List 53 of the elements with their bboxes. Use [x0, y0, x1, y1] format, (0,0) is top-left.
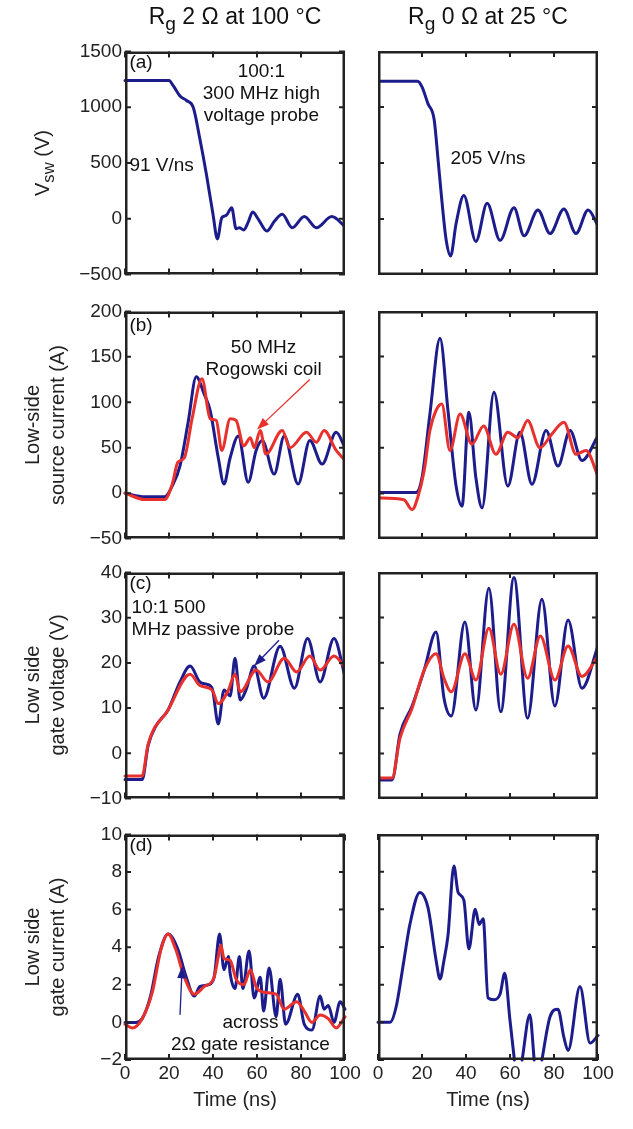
y-tick-label: 8 — [111, 859, 122, 881]
annotation: (d) — [129, 833, 153, 855]
y-tick-label: −50 — [89, 526, 122, 548]
x-axis-title: Time (ns) — [193, 1087, 277, 1110]
y-tick-label: 200 — [90, 299, 122, 321]
x-tick-label: 20 — [411, 1061, 433, 1083]
y-tick-label: 10 — [100, 822, 122, 844]
y-tick-label: 1500 — [79, 39, 122, 61]
y-tick-label: 4 — [111, 935, 123, 957]
x-tick-label: 60 — [246, 1061, 268, 1083]
annotation: (b) — [129, 313, 153, 335]
x-tick-label: 100 — [582, 1061, 614, 1083]
y-axis-title: Low-side source current (A) — [20, 344, 69, 505]
y-tick-label: 30 — [100, 605, 122, 627]
annotation: 205 V/ns — [450, 147, 526, 169]
y-tick-label: 1000 — [79, 95, 122, 117]
y-tick-label: 0 — [111, 480, 122, 502]
y-tick-label: −10 — [89, 786, 122, 808]
annotation: across 2Ω gate resistance — [170, 1011, 330, 1055]
annotation: 91 V/ns — [129, 153, 194, 175]
y-tick-label: −500 — [79, 262, 122, 284]
x-tick-label: 0 — [372, 1061, 384, 1083]
y-tick-label: 20 — [100, 650, 122, 672]
x-tick-label: 40 — [202, 1061, 224, 1083]
x-tick-label: 80 — [290, 1061, 312, 1083]
y-tick-label: 0 — [111, 206, 122, 228]
x-axis-title: Time (ns) — [446, 1087, 530, 1110]
y-tick-label: 0 — [111, 741, 122, 763]
y-axis-title: Low side gate current (A) — [20, 877, 69, 1017]
y-axis-title: Low side gate voltage (V) — [20, 614, 69, 756]
x-tick-label: 80 — [543, 1061, 565, 1083]
y-tick-label: 40 — [100, 560, 122, 582]
y-tick-label: 150 — [90, 344, 122, 366]
y-tick-label: 50 — [100, 435, 122, 457]
annotation: 10:1 500 MHz passive probe — [131, 595, 295, 639]
x-tick-label: 100 — [329, 1061, 361, 1083]
y-tick-label: −2 — [100, 1047, 122, 1069]
x-tick-label: 20 — [158, 1061, 180, 1083]
y-tick-label: 0 — [111, 1010, 122, 1032]
y-tick-label: 100 — [90, 390, 122, 412]
x-tick-label: 60 — [499, 1061, 521, 1083]
annotation: (a) — [129, 50, 153, 72]
annotation: 50 MHz Rogowski coil — [205, 335, 322, 379]
y-tick-label: 500 — [90, 150, 122, 172]
y-tick-label: 6 — [111, 897, 122, 919]
annotation: (c) — [129, 571, 152, 593]
line-series — [123, 78, 345, 240]
chart-title: R$_{g}$ 2 Ω at 100 °C — [147, 3, 323, 35]
annotation: 100:1 300 MHz high voltage probe — [202, 59, 321, 125]
chart-title: R$_{g}$ 0 Ω at 25 °C — [407, 3, 569, 35]
y-tick-label: 10 — [100, 695, 122, 717]
y-tick-label: 2 — [111, 972, 122, 994]
x-tick-label: 40 — [455, 1061, 477, 1083]
